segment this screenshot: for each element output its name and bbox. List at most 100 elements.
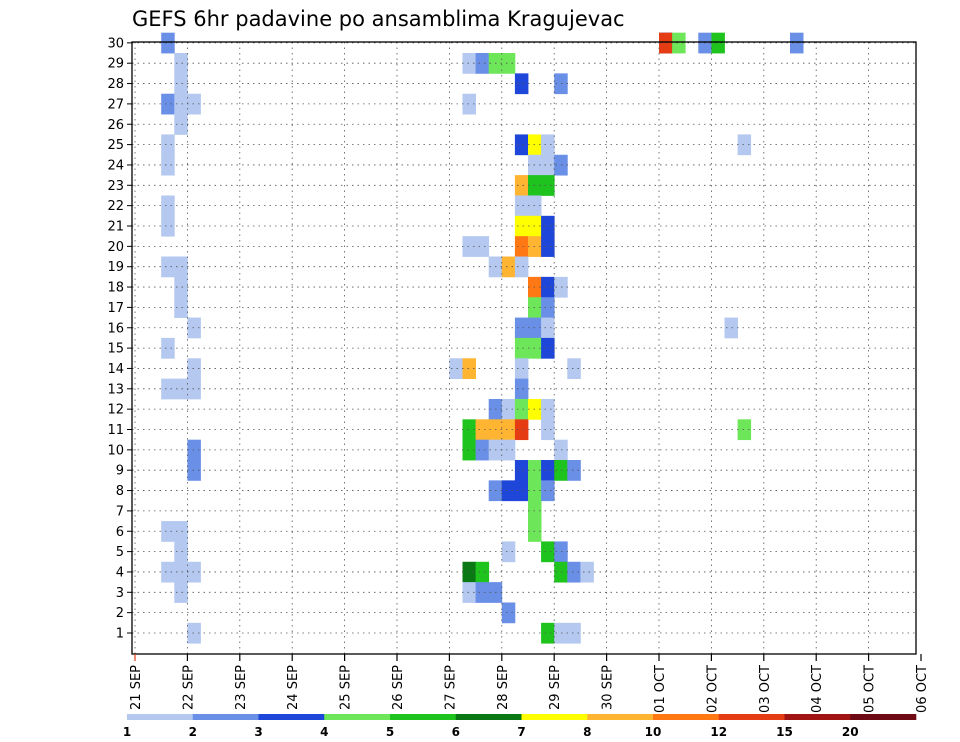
heatmap-cell bbox=[475, 419, 490, 441]
heatmap-cell bbox=[541, 134, 555, 156]
y-tick-label: 10 bbox=[107, 443, 124, 458]
heatmap-cell bbox=[580, 561, 594, 583]
heatmap-cell bbox=[475, 561, 490, 583]
x-tick-label: 27 SEP bbox=[443, 665, 458, 710]
colorbar-label: 6 bbox=[452, 725, 460, 739]
heatmap-cell bbox=[554, 439, 568, 461]
heatmap-cell bbox=[514, 236, 529, 257]
heatmap-cell bbox=[501, 602, 516, 624]
y-tick-label: 18 bbox=[107, 281, 124, 296]
heatmap-cell bbox=[161, 561, 175, 583]
heatmap-cell bbox=[790, 32, 804, 54]
x-tick-label: 02 OCT bbox=[705, 665, 720, 713]
heatmap-cell bbox=[737, 419, 752, 441]
colorbar-label: 8 bbox=[583, 725, 591, 739]
heatmap-cell bbox=[462, 582, 476, 603]
heatmap-cell bbox=[174, 114, 188, 135]
heatmap-cell bbox=[514, 215, 529, 237]
heatmap-cell bbox=[174, 256, 188, 278]
y-tick-label: 12 bbox=[107, 403, 124, 418]
y-tick-label: 19 bbox=[107, 260, 124, 275]
heatmap-cell bbox=[514, 195, 529, 217]
colorbar-label: 7 bbox=[517, 725, 525, 739]
heatmap-cell bbox=[174, 521, 188, 542]
colorbar-swatch bbox=[455, 714, 522, 720]
y-tick-label: 22 bbox=[107, 199, 124, 214]
heatmap-cell bbox=[514, 337, 529, 359]
x-tick-label: 25 SEP bbox=[339, 665, 354, 710]
y-tick-label: 28 bbox=[107, 77, 124, 92]
colorbar-label: 20 bbox=[842, 725, 859, 739]
x-tick-label: 05 OCT bbox=[863, 665, 878, 713]
y-tick-label: 15 bbox=[107, 342, 124, 357]
heatmap-cell bbox=[541, 460, 555, 481]
colorbar-label: 3 bbox=[254, 725, 262, 739]
y-tick-label: 21 bbox=[107, 220, 124, 235]
heatmap-cell bbox=[475, 582, 490, 603]
heatmap-cell bbox=[554, 622, 568, 644]
heatmap-cell bbox=[161, 32, 175, 54]
heatmap-cell bbox=[462, 358, 476, 380]
heatmap-cell bbox=[174, 276, 188, 298]
x-tick-label: 03 OCT bbox=[758, 665, 773, 713]
colorbar-swatch bbox=[850, 714, 917, 720]
heatmap-cell bbox=[161, 337, 175, 359]
heatmap-cell bbox=[161, 215, 175, 237]
colorbar-swatch bbox=[127, 714, 194, 720]
y-tick-label: 14 bbox=[107, 362, 124, 377]
heatmap-cell bbox=[567, 622, 581, 644]
heatmap-cell bbox=[514, 73, 529, 95]
grid-lines bbox=[132, 42, 916, 654]
y-tick-label: 26 bbox=[107, 118, 124, 133]
heatmap-cell bbox=[187, 622, 201, 644]
x-tick-label: 30 SEP bbox=[601, 665, 616, 710]
colorbar-label: 12 bbox=[710, 725, 727, 739]
heatmap-cell bbox=[541, 541, 555, 563]
colorbar-swatch bbox=[390, 714, 457, 720]
heatmap-cell bbox=[541, 337, 555, 359]
heatmap-cell bbox=[501, 419, 516, 441]
heatmap-cell bbox=[541, 154, 555, 176]
heatmap-cell bbox=[501, 53, 516, 74]
heatmap-cell bbox=[554, 154, 568, 176]
y-tick-label: 20 bbox=[107, 240, 124, 255]
y-tick-label: 7 bbox=[116, 504, 124, 519]
y-tick-label: 13 bbox=[107, 382, 124, 397]
heatmap-cell bbox=[462, 53, 476, 74]
heatmap-cell bbox=[514, 175, 529, 196]
heatmap-cell bbox=[554, 276, 568, 298]
heatmap-cell bbox=[174, 561, 188, 583]
heatmap-cell bbox=[554, 460, 568, 481]
heatmap-cell bbox=[567, 561, 581, 583]
heatmap-cell bbox=[514, 480, 529, 502]
heatmap-cell bbox=[541, 480, 555, 502]
colorbar-label: 5 bbox=[386, 725, 394, 739]
heatmap-cell bbox=[187, 317, 201, 339]
heatmap-cell bbox=[161, 134, 175, 156]
colorbar-swatch bbox=[653, 714, 720, 720]
heatmap-cell bbox=[187, 358, 201, 380]
heatmap-cell bbox=[514, 460, 529, 481]
heatmap-cell bbox=[514, 134, 529, 156]
y-tick-label: 25 bbox=[107, 138, 124, 153]
y-tick-label: 11 bbox=[107, 423, 124, 438]
y-tick-label: 24 bbox=[107, 158, 124, 173]
heatmap-cell bbox=[462, 561, 476, 583]
x-axis: 21 SEP 22 SEP 23 SEP 24 SEP 25 SEP 26 SEP 27 S… bbox=[129, 654, 930, 713]
y-tick-label: 5 bbox=[116, 545, 124, 560]
heatmap-cell bbox=[514, 358, 529, 380]
x-tick-label: 29 SEP bbox=[548, 665, 563, 710]
heatmap-cell bbox=[514, 398, 529, 420]
heatmap-cell bbox=[514, 378, 529, 400]
heatmap-cell bbox=[541, 419, 555, 441]
y-tick-label: 9 bbox=[116, 464, 124, 479]
x-tick-label: 04 OCT bbox=[810, 665, 825, 713]
x-tick-label: 24 SEP bbox=[286, 665, 301, 710]
heatmap-cell bbox=[554, 73, 568, 95]
heatmap-cell bbox=[161, 195, 175, 217]
heatmap-cell bbox=[501, 398, 516, 420]
heatmap-cell bbox=[161, 93, 175, 115]
heatmap-cell bbox=[174, 541, 188, 563]
heatmap-cell bbox=[187, 378, 201, 400]
heatmap-cell bbox=[501, 541, 516, 563]
